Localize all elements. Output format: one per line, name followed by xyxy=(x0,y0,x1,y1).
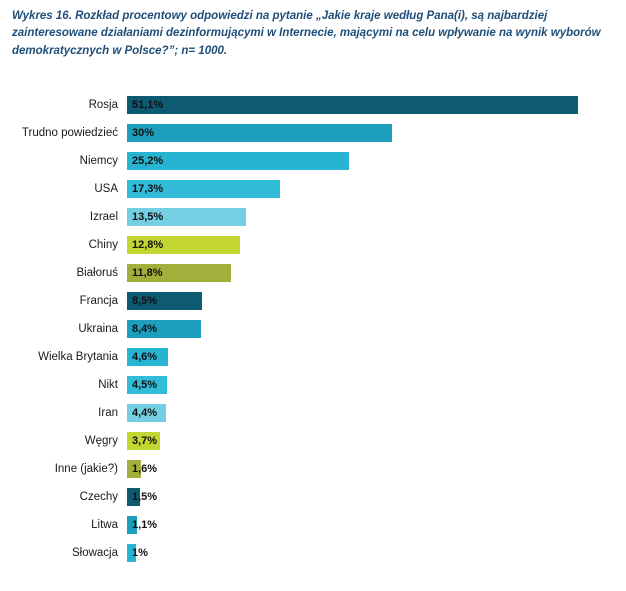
bar-track: 3,7% xyxy=(127,431,612,450)
bar xyxy=(127,543,136,562)
bar xyxy=(127,515,137,534)
value-label: 4,5% xyxy=(132,378,158,391)
bar xyxy=(127,459,142,478)
bar-track: 1% xyxy=(127,543,612,562)
value-label: 1,5% xyxy=(132,490,158,503)
bar xyxy=(127,263,232,282)
chart-row: Izrael 13,5% xyxy=(12,207,612,226)
category-label: Iran xyxy=(98,406,118,419)
bar-track: 1,5% xyxy=(127,487,612,506)
value-label: 4,6% xyxy=(132,350,158,363)
bar-track: 13,5% xyxy=(127,207,612,226)
value-label: 8,5% xyxy=(132,294,158,307)
value-label: 17,3% xyxy=(132,182,164,195)
bar xyxy=(127,403,166,422)
chart-row: Białoruś 11,8% xyxy=(12,263,612,282)
category-label: Czechy xyxy=(79,490,118,503)
category-label: Inne (jakie?) xyxy=(54,462,118,475)
bar-track: 8,4% xyxy=(127,319,612,338)
chart-row: Rosja 51,1% xyxy=(12,95,612,114)
category-label: Izrael xyxy=(89,210,118,223)
category-label: Białoruś xyxy=(76,266,118,279)
chart-row: Inne (jakie?) 1,6% xyxy=(12,459,612,478)
chart-row: Słowacja 1% xyxy=(12,543,612,562)
value-label: 1,6% xyxy=(132,462,158,475)
category-label: USA xyxy=(94,182,118,195)
chart-row: Ukraina 8,4% xyxy=(12,319,612,338)
chart-row: Czechy 1,5% xyxy=(12,487,612,506)
value-label: 3,7% xyxy=(132,434,158,447)
bar-track: 30% xyxy=(127,123,612,142)
value-label: 4,4% xyxy=(132,406,158,419)
bar-chart: Rosja 51,1% Trudno powiedzieć 30% Niemcy 25,2… xyxy=(12,90,612,562)
category-label: Trudno powiedzieć xyxy=(21,126,118,139)
category-label: Litwa xyxy=(91,518,118,531)
chart-row: Litwa 1,1% xyxy=(12,515,612,534)
value-label: 13,5% xyxy=(132,210,164,223)
bar-track: 12,8% xyxy=(127,235,612,254)
bar xyxy=(127,123,392,142)
bar xyxy=(127,235,240,254)
category-label: Francja xyxy=(79,294,118,307)
bar xyxy=(127,431,160,450)
value-label: 30% xyxy=(132,126,155,139)
bar-track: 4,4% xyxy=(127,403,612,422)
bar-track: 51,1% xyxy=(127,95,612,114)
chart-row: Węgry 3,7% xyxy=(12,431,612,450)
chart-row: Wielka Brytania 4,6% xyxy=(12,347,612,366)
bar xyxy=(127,151,350,170)
chart-row: Iran 4,4% xyxy=(12,403,612,422)
bar-track: 25,2% xyxy=(127,151,612,170)
chart-row: Trudno powiedzieć 30% xyxy=(12,123,612,142)
bar xyxy=(127,375,167,394)
category-label: Ukraina xyxy=(78,322,118,335)
category-label: Nikt xyxy=(98,378,118,391)
chart-row: Chiny 12,8% xyxy=(12,235,612,254)
bar xyxy=(127,95,578,114)
bar xyxy=(127,207,247,226)
chart-row: USA 17,3% xyxy=(12,179,612,198)
bar-track: 1,1% xyxy=(127,515,612,534)
bar-track: 17,3% xyxy=(127,179,612,198)
bar-track: 1,6% xyxy=(127,459,612,478)
chart-row: Francja 8,5% xyxy=(12,291,612,310)
category-label: Słowacja xyxy=(71,546,118,559)
bar-track: 8,5% xyxy=(127,291,612,310)
value-label: 51,1% xyxy=(132,98,164,111)
value-label: 1% xyxy=(132,546,148,559)
bar-track: 4,6% xyxy=(127,347,612,366)
value-label: 1,1% xyxy=(132,518,158,531)
value-label: 12,8% xyxy=(132,238,164,251)
bar-track: 11,8% xyxy=(127,263,612,282)
category-label: Węgry xyxy=(84,434,118,447)
bar xyxy=(127,319,202,338)
chart-row: Niemcy 25,2% xyxy=(12,151,612,170)
bar-track: 4,5% xyxy=(127,375,612,394)
chart-title: Wykres 16. Rozkład procentowy odpowiedzi… xyxy=(12,10,601,57)
chart-row: Nikt 4,5% xyxy=(12,375,612,394)
bar xyxy=(127,291,202,310)
category-label: Rosja xyxy=(88,98,118,111)
category-label: Niemcy xyxy=(79,154,118,167)
value-label: 8,4% xyxy=(132,322,158,335)
bar xyxy=(127,347,168,366)
bar xyxy=(127,487,141,506)
bar xyxy=(127,179,280,198)
value-label: 25,2% xyxy=(132,154,164,167)
category-label: Wielka Brytania xyxy=(38,350,118,363)
value-label: 11,8% xyxy=(132,266,163,279)
category-label: Chiny xyxy=(88,238,118,251)
